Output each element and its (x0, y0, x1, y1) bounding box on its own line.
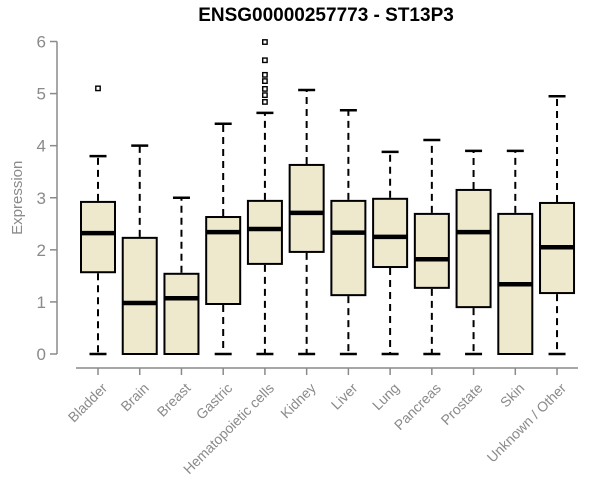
y-tick-label: 5 (37, 85, 46, 104)
y-tick-label: 1 (37, 293, 46, 312)
y-tick-label: 0 (37, 345, 46, 364)
x-tick-label-skin: Skin (497, 380, 528, 411)
iqr-box-hematopoietic-cells (246, 199, 283, 265)
outlier-point-hematopoietic-cells (262, 92, 268, 99)
y-tick-label: 2 (37, 241, 46, 260)
iqr-box-breast (163, 272, 200, 355)
x-tick-label-brain: Brain (117, 380, 151, 414)
y-axis-title: Expression (9, 161, 26, 235)
x-tick-label-kidney: Kidney (277, 380, 319, 422)
x-tick-label-unknown-other: Unknown / Other (484, 380, 570, 466)
y-tick-label: 6 (37, 33, 46, 52)
x-tick-label-lung: Lung (369, 380, 402, 413)
outlier-point-hematopoietic-cells (262, 39, 268, 45)
outlier-point-hematopoietic-cells (262, 99, 268, 105)
chart-title: ENSG00000257773 - ST13P3 (198, 5, 454, 26)
outlier-point-bladder (95, 85, 101, 92)
outlier-point-hematopoietic-cells (262, 71, 268, 78)
x-tick-label-liver: Liver (328, 380, 361, 413)
iqr-box-bladder (80, 200, 116, 274)
x-tick-label-breast: Breast (154, 380, 194, 420)
x-tick-label-prostate: Prostate (438, 380, 486, 428)
iqr-box-liver (330, 199, 367, 297)
iqr-box-brain (121, 236, 158, 356)
y-tick-label: 3 (37, 189, 46, 208)
x-tick-label-bladder: Bladder (65, 380, 111, 426)
y-tick-label: 4 (37, 137, 46, 156)
outlier-point-hematopoietic-cells (262, 57, 268, 64)
outlier-point-hematopoietic-cells (262, 78, 268, 84)
iqr-box-lung (372, 197, 409, 269)
iqr-box-pancreas (413, 212, 450, 289)
iqr-box-prostate (455, 188, 492, 309)
iqr-box-kidney (288, 163, 325, 253)
outlier-point-hematopoietic-cells (262, 85, 268, 92)
